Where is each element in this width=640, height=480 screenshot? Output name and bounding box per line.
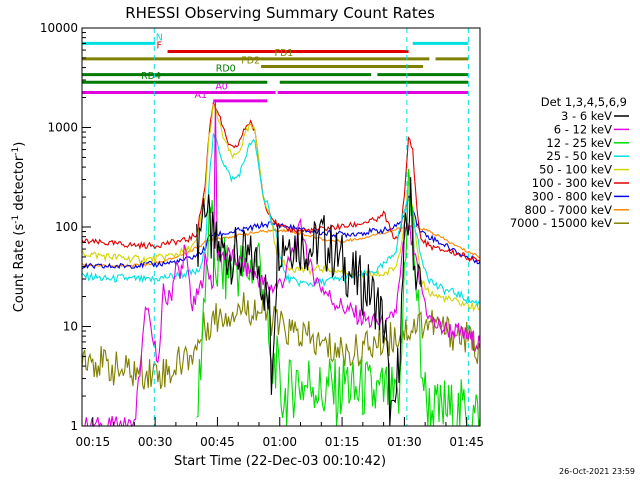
count-rate-series	[81, 100, 481, 428]
x-tick-label-01-15: 01:15	[325, 435, 360, 449]
x-tick-label-01-00: 01:00	[262, 435, 297, 449]
x-tick-label-00-30: 00:30	[138, 435, 173, 449]
legend-label-25-50-kev: 25 - 50 keV	[546, 149, 612, 163]
series-25-50-kev	[81, 133, 481, 308]
y-axis-label-mid: detector	[12, 155, 27, 215]
legend-title: Det 1,3,4,5,6,9	[541, 95, 627, 109]
observing-flags: NF FD1 FD2 RD0 RD4 A0 A1	[82, 32, 469, 103]
y-axis-label-main: Count Rate (s	[12, 224, 27, 313]
y-tick-label-1: 1	[70, 419, 78, 433]
y-axis-label: Count Rate (s-1 detector-1)	[11, 142, 27, 313]
x-tick-label-00-15: 00:15	[76, 435, 111, 449]
y-axis-label-sup1: -1	[11, 215, 21, 224]
flag-label-rd0: RD0	[216, 64, 236, 75]
series-7000-15000-kev	[81, 292, 481, 390]
y-axis-ticks: 1 10 100 1000 10000	[40, 21, 91, 433]
y-tick-label-10000: 10000	[40, 21, 78, 35]
flag-label-a1: A1	[195, 90, 208, 101]
x-axis-ticks: 00:15 00:30 00:45 01:00 01:15 01:30 01:45	[76, 417, 484, 449]
legend-label-12-25-kev: 12 - 25 keV	[546, 136, 612, 150]
y-tick-label-1000: 1000	[47, 121, 78, 135]
x-tick-label-01-45: 01:45	[449, 435, 484, 449]
x-tick-label-00-45: 00:45	[200, 435, 235, 449]
y-axis-label-sup2: -1	[11, 147, 21, 156]
flag-label-f: F	[157, 41, 162, 52]
y-tick-label-100: 100	[55, 220, 78, 234]
flag-label-a0: A0	[215, 81, 228, 92]
y-axis-label-end: )	[12, 142, 27, 147]
flag-label-rd4: RD4	[141, 71, 161, 82]
render-timestamp: 26-Oct-2021 23:59	[559, 467, 635, 476]
flag-label-fd1: FD1	[274, 48, 293, 59]
flag-label-fd2: FD2	[241, 56, 260, 67]
series-6-12-kev	[82, 100, 481, 428]
series-300-800-kev	[81, 195, 481, 270]
legend-label-6-12-kev: 6 - 12 keV	[554, 122, 612, 136]
series-100-300-kev	[81, 101, 481, 263]
y-tick-label-10: 10	[63, 320, 78, 334]
legend-label-3-6-kev: 3 - 6 keV	[561, 109, 612, 123]
x-axis-label: Start Time (22-Dec-03 00:10:42)	[174, 454, 386, 469]
x-tick-label-01-30: 01:30	[387, 435, 422, 449]
legend-label-50-100-kev: 50 - 100 keV	[539, 163, 612, 177]
legend-label-7000-15000-kev: 7000 - 15000 keV	[510, 216, 612, 230]
flag-label-n: N	[156, 32, 163, 43]
chart-title: RHESSI Observing Summary Count Rates	[125, 4, 435, 22]
legend-label-100-300-kev: 100 - 300 keV	[532, 176, 612, 190]
legend-label-800-7000-kev: 800 - 7000 keV	[524, 203, 612, 217]
series-3-6-kev	[196, 177, 422, 427]
legend-label-300-800-kev: 300 - 800 keV	[532, 189, 612, 203]
